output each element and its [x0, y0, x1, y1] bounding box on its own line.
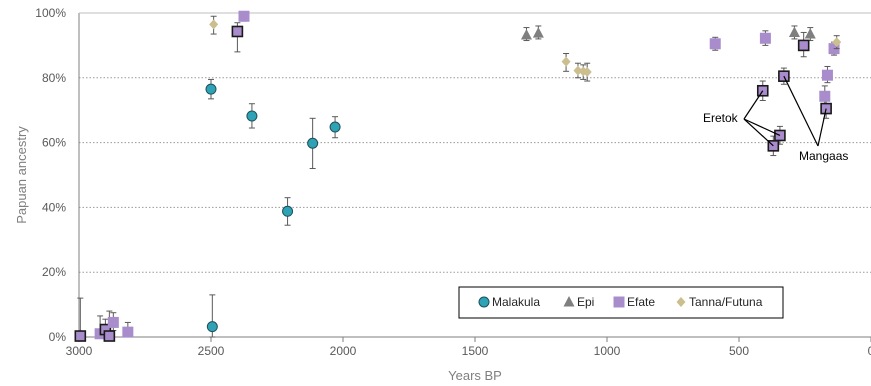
- data-point: [797, 39, 810, 52]
- data-point: [282, 205, 294, 217]
- data-point: [107, 316, 119, 328]
- x-tick-label: 3000: [66, 344, 93, 358]
- y-tick-label: 20%: [42, 265, 66, 279]
- data-point: [246, 110, 258, 122]
- annotation-label: Mangaas: [799, 149, 848, 163]
- legend-item-malakula: Malakula: [478, 295, 540, 309]
- data-point: [205, 83, 217, 95]
- x-tick-label: 1000: [594, 344, 621, 358]
- annotation-label: Eretok: [703, 111, 739, 125]
- series-epi: [520, 25, 816, 42]
- data-point: [122, 326, 134, 338]
- data-point: [307, 137, 319, 149]
- gridlines: [79, 12, 871, 273]
- x-axis-title: Years BP: [448, 368, 502, 383]
- legend-marker: [676, 297, 686, 307]
- x-tick-label: 2000: [330, 344, 357, 358]
- x-tick-label: 1500: [462, 344, 489, 358]
- legend-marker: [563, 296, 575, 307]
- data-point: [709, 38, 721, 50]
- legend-item-efate: Efate: [613, 295, 655, 309]
- data-point: [532, 27, 544, 38]
- legend-label: Epi: [577, 295, 594, 309]
- legend-label: Malakula: [492, 295, 540, 309]
- data-point: [74, 330, 87, 342]
- y-tick-label: 80%: [42, 71, 66, 85]
- legend-label: Tanna/Futuna: [689, 295, 763, 309]
- data-point: [582, 66, 592, 77]
- legend-item-epi: Epi: [563, 295, 594, 309]
- annotation-leader-line: [743, 118, 781, 137]
- data-point: [520, 29, 532, 40]
- y-axis-title: Papuan ancestry: [14, 126, 29, 224]
- data-point: [821, 69, 833, 81]
- x-tick-label: 0: [868, 344, 871, 358]
- series-malakula: [205, 78, 341, 338]
- data-point: [238, 10, 250, 22]
- annotation-eretok: Eretok: [703, 90, 781, 147]
- data-point: [329, 121, 341, 133]
- data-point: [819, 90, 831, 102]
- x-tick-label: 500: [729, 344, 749, 358]
- annotation-leader-line: [743, 90, 764, 120]
- y-tick-label: 40%: [42, 200, 66, 214]
- data-point: [573, 65, 583, 76]
- data-point: [759, 32, 771, 44]
- legend-item-tanna-futuna: Tanna/Futuna: [676, 295, 763, 309]
- y-tick-label: 0%: [49, 330, 67, 344]
- annotation-leader-line: [783, 75, 819, 147]
- legend-marker: [613, 296, 625, 308]
- y-tick-label: 60%: [42, 136, 66, 150]
- annotations: Eretok Mangaas: [703, 75, 848, 163]
- data-point: [832, 37, 842, 48]
- data-point: [231, 25, 244, 38]
- data-point: [561, 56, 571, 67]
- data-point: [788, 26, 800, 37]
- tick-labels: 0% 20% 40% 60% 80% 100% 3000 2500 2000 1500 1000 50…: [35, 6, 871, 358]
- data-point: [103, 330, 116, 342]
- annotation-mangaas: Mangaas: [783, 75, 848, 163]
- x-tick-label: 2500: [198, 344, 225, 358]
- data-point: [206, 321, 218, 333]
- data-point: [209, 19, 219, 30]
- annotation-leader-line: [817, 108, 827, 147]
- annotation-leader-line: [743, 118, 774, 147]
- legend-marker: [478, 296, 490, 308]
- data-point: [804, 28, 816, 39]
- legend: Malakula Epi Efate Tanna/Futuna: [458, 286, 784, 319]
- y-tick-label: 100%: [35, 6, 66, 20]
- legend-label: Efate: [627, 295, 655, 309]
- series-tanna-futuna: [209, 15, 842, 82]
